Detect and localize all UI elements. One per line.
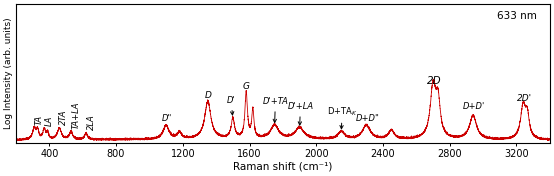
Text: TA: TA [34, 115, 43, 125]
Text: D'+LA: D'+LA [288, 102, 314, 125]
Text: D+D": D+D" [356, 114, 380, 123]
Text: D+TA$_K$: D+TA$_K$ [327, 105, 357, 129]
Text: 2D': 2D' [517, 94, 532, 103]
Text: D": D" [162, 114, 172, 123]
Text: G: G [243, 82, 250, 91]
Text: D+D': D+D' [463, 102, 485, 111]
Text: 2TA: 2TA [59, 110, 68, 125]
Text: 2D: 2D [427, 76, 442, 86]
Text: D: D [204, 91, 211, 100]
Text: LA: LA [45, 116, 54, 126]
Text: D'+TA: D'+TA [263, 97, 288, 122]
X-axis label: Raman shift (cm⁻¹): Raman shift (cm⁻¹) [233, 162, 332, 172]
Text: 633 nm: 633 nm [496, 11, 536, 21]
Y-axis label: Log Intensity (arb. units): Log Intensity (arb. units) [4, 18, 13, 129]
Text: 2LA: 2LA [87, 114, 96, 130]
Text: D': D' [227, 96, 235, 115]
Text: TA+LA: TA+LA [72, 101, 81, 129]
